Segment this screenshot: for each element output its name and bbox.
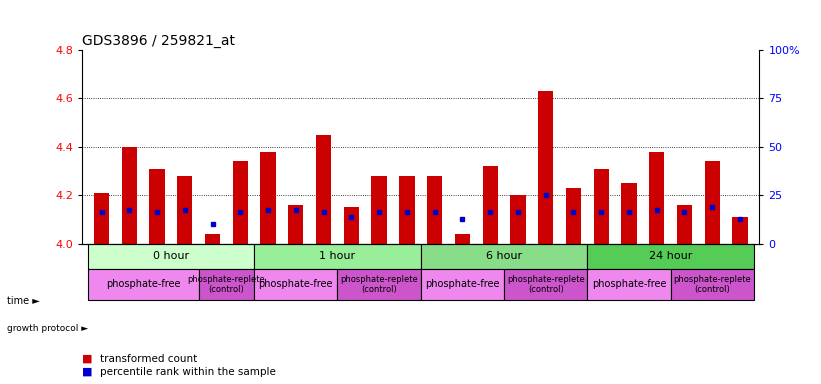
Bar [288, 205, 304, 243]
Text: phosphate-replete
(control): phosphate-replete (control) [187, 275, 265, 294]
Text: percentile rank within the sample: percentile rank within the sample [100, 367, 276, 377]
Text: transformed count: transformed count [100, 354, 197, 364]
Bar [427, 176, 443, 243]
Text: GDS3896 / 259821_at: GDS3896 / 259821_at [82, 33, 235, 48]
Bar [337, 270, 421, 300]
Bar [94, 193, 109, 243]
Bar [566, 188, 581, 243]
Bar [205, 234, 220, 243]
Text: phosphate-replete
(control): phosphate-replete (control) [507, 275, 585, 294]
Text: ■: ■ [82, 367, 93, 377]
Bar [399, 176, 415, 243]
Bar [649, 152, 664, 243]
Text: 6 hour: 6 hour [486, 252, 522, 262]
Text: 24 hour: 24 hour [649, 252, 692, 262]
Bar [483, 166, 498, 243]
Bar [421, 243, 587, 270]
Bar [344, 207, 359, 243]
Bar [88, 270, 199, 300]
Text: phosphate-free: phosphate-free [259, 280, 333, 290]
Text: phosphate-replete
(control): phosphate-replete (control) [673, 275, 751, 294]
Text: time ►: time ► [7, 296, 39, 306]
Bar [732, 217, 748, 243]
Text: ■: ■ [82, 354, 93, 364]
Text: 1 hour: 1 hour [319, 252, 355, 262]
Text: growth protocol ►: growth protocol ► [7, 324, 88, 333]
Bar [177, 176, 192, 243]
Text: phosphate-free: phosphate-free [592, 280, 666, 290]
Bar [260, 152, 276, 243]
Bar [538, 91, 553, 243]
Bar [421, 270, 504, 300]
Bar [455, 234, 470, 243]
Bar [122, 147, 137, 243]
Bar [621, 183, 636, 243]
Bar [232, 161, 248, 243]
Bar [587, 270, 671, 300]
Text: phosphate-replete
(control): phosphate-replete (control) [340, 275, 418, 294]
Bar [677, 205, 692, 243]
Bar [671, 270, 754, 300]
Bar [88, 243, 255, 270]
Bar [511, 195, 525, 243]
Bar [704, 161, 720, 243]
Bar [316, 135, 331, 243]
Bar [255, 270, 337, 300]
Text: phosphate-free: phosphate-free [106, 280, 181, 290]
Bar [594, 169, 609, 243]
Bar [199, 270, 255, 300]
Bar [255, 243, 421, 270]
Bar [371, 176, 387, 243]
Text: phosphate-free: phosphate-free [425, 280, 500, 290]
Bar [587, 243, 754, 270]
Bar [504, 270, 587, 300]
Bar [149, 169, 165, 243]
Text: 0 hour: 0 hour [153, 252, 189, 262]
